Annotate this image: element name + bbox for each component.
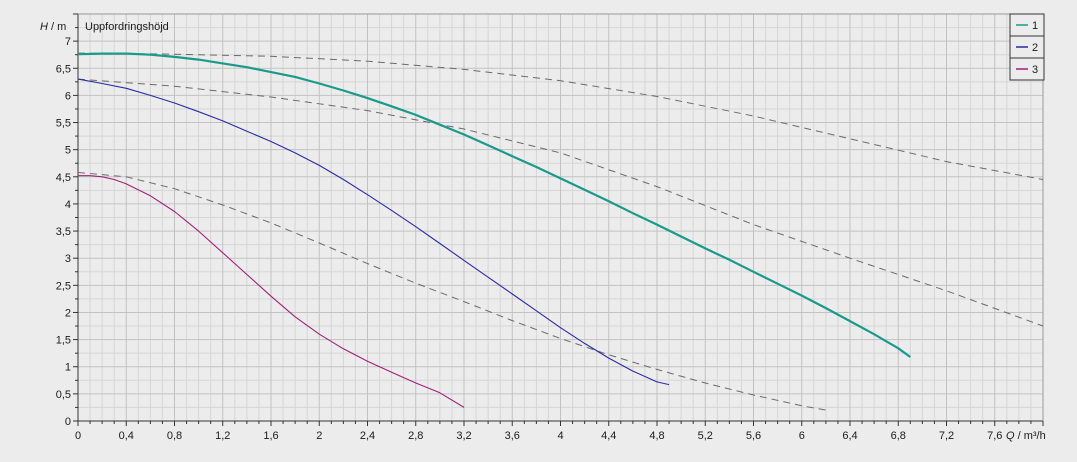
y-tick-label: 4	[65, 199, 71, 211]
x-tick-label: 0,8	[167, 430, 182, 442]
y-tick-label: 2	[65, 307, 71, 319]
x-tick-label: 7,2	[939, 430, 954, 442]
x-tick-label: 3,2	[456, 430, 471, 442]
x-tick-label: 6	[799, 430, 805, 442]
y-tick-label: 7	[65, 36, 71, 48]
x-tick-label: 4,4	[601, 430, 616, 442]
y-tick-label: 0,5	[56, 389, 71, 401]
series-line-1	[77, 52, 911, 358]
y-tick-label: 3,5	[56, 226, 71, 238]
y-tick-label: 6	[65, 90, 71, 102]
x-tick-label: 1,2	[215, 430, 230, 442]
reference-curve-3	[77, 172, 826, 411]
x-tick-label: 2,8	[408, 430, 423, 442]
x-tick-label: 7,6	[987, 430, 1002, 442]
y-tick-label: 3	[65, 253, 71, 265]
y-tick-label: 1,5	[56, 335, 71, 347]
reference-curve-1	[77, 52, 1044, 180]
x-tick-label: 6,8	[891, 430, 906, 442]
series-line-2	[77, 78, 670, 386]
chart-title: Uppfordringshöjd	[85, 21, 169, 33]
reference-curve-2	[77, 78, 1044, 327]
series-line-3	[78, 175, 465, 408]
y-tick-label: 0	[65, 416, 71, 428]
y-axis-label: H / m	[40, 21, 66, 33]
x-tick-label: 3,6	[505, 430, 520, 442]
x-tick-label: 5,2	[698, 430, 713, 442]
y-tick-label: 4,5	[56, 172, 71, 184]
x-tick-label: 1,6	[263, 430, 278, 442]
x-tick-label: 5,6	[746, 430, 761, 442]
x-tick-label: 2,4	[360, 430, 375, 442]
legend-label-1: 1	[1032, 20, 1038, 32]
x-tick-label: 0	[75, 430, 81, 442]
legend-label-3: 3	[1032, 64, 1038, 76]
x-tick-label: 0,4	[119, 430, 134, 442]
x-tick-label: 4	[557, 430, 563, 442]
y-tick-label: 6,5	[56, 63, 71, 75]
legend-label-2: 2	[1032, 42, 1038, 54]
x-axis-label: Q / m³/h	[1006, 430, 1046, 442]
y-tick-label: 1	[65, 362, 71, 374]
x-tick-label: 2	[316, 430, 322, 442]
y-tick-label: 5	[65, 145, 71, 157]
x-tick-label: 4,8	[649, 430, 664, 442]
x-tick-label: 6,4	[842, 430, 857, 442]
y-tick-label: 2,5	[56, 280, 71, 292]
y-tick-label: 5,5	[56, 118, 71, 130]
